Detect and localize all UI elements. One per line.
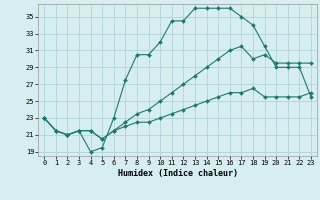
X-axis label: Humidex (Indice chaleur): Humidex (Indice chaleur) <box>118 169 238 178</box>
